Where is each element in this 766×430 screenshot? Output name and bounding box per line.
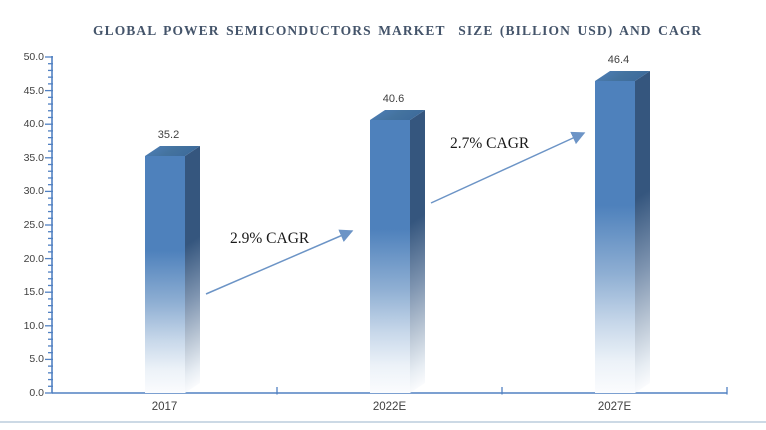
bar-front-face (369, 120, 410, 393)
x-category-label: 2017 (151, 401, 178, 413)
x-category-label: 2022E (372, 401, 407, 413)
cagr-arrow (430, 131, 586, 204)
y-tick-label: 40.0 (23, 118, 44, 131)
y-tick-label: 5.0 (29, 353, 44, 366)
y-tick-label: 10.0 (23, 319, 44, 332)
bar-side-face (409, 110, 425, 393)
bar-value-label: 46.4 (607, 54, 630, 67)
y-tick-label: 25.0 (23, 219, 44, 231)
x-category-label: 2027E (597, 401, 632, 413)
y-tick-label: 20.0 (23, 252, 44, 265)
bottom-separator-line (0, 421, 766, 423)
cagr-annotation-1: 2.9% CAGR (230, 230, 310, 247)
y-tick-label: 50.0 (23, 51, 44, 63)
y-tick-label: 15.0 (23, 286, 44, 299)
y-tick-label: 30.0 (23, 185, 44, 198)
bar-front-face (144, 156, 185, 393)
chart-title: GLOBAL POWER SEMICONDUCTORS MARKET SIZE … (93, 23, 703, 38)
bar-front-face (594, 81, 635, 393)
bar-side-face (634, 71, 650, 393)
bar-value-label: 35.2 (157, 129, 180, 142)
bar-side-face (184, 146, 200, 393)
cagr-arrow (205, 229, 354, 295)
y-tick-label: 35.0 (23, 151, 44, 164)
y-tick-label: 45.0 (23, 84, 44, 97)
y-tick-label: 0.0 (29, 387, 44, 399)
cagr-annotation-2: 2.7% CAGR (450, 135, 530, 152)
bar-value-label: 40.6 (382, 93, 405, 106)
